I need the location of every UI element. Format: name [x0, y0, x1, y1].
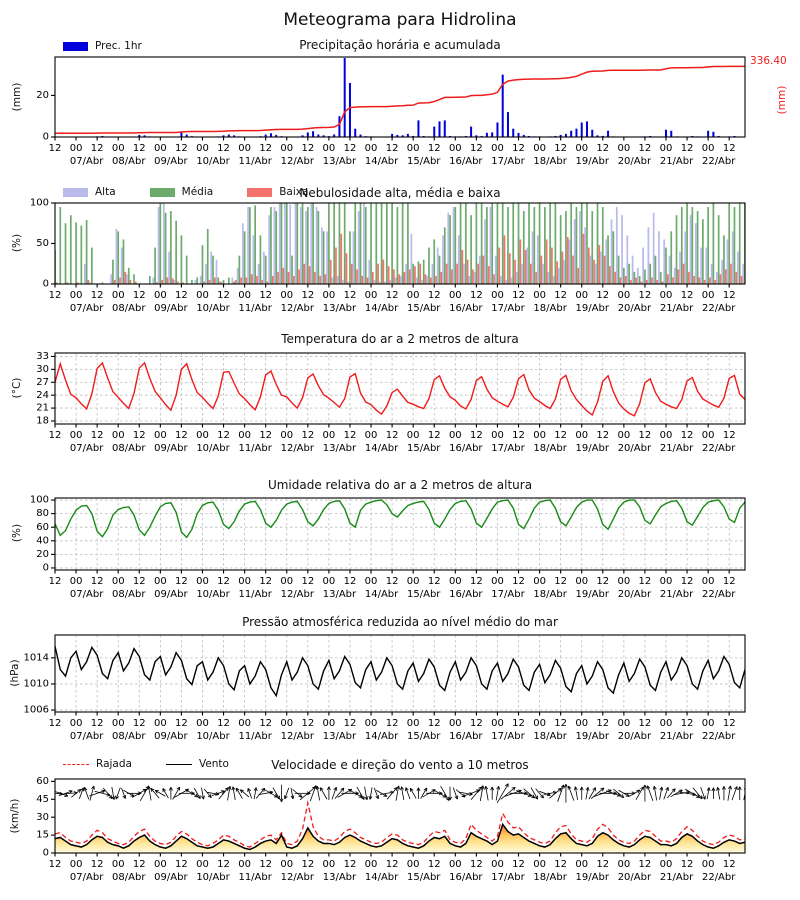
- wind-plot-canvas: [0, 774, 800, 896]
- temperature-title: Temperatura do ar a 2 metros de altura: [281, 332, 519, 346]
- temperature-plot-canvas: [0, 348, 800, 460]
- pressure-title: Pressão atmosférica reduzida ao nível mé…: [242, 615, 558, 629]
- prec-1hr-label: Prec. 1hr: [95, 40, 142, 52]
- rajada-line-sample: [63, 763, 89, 765]
- cloudiness-title: Nebulosidade alta, média e baixa: [299, 186, 501, 200]
- wind-legend: Rajada Vento: [63, 758, 255, 770]
- legend-item-prec1hr: Prec. 1hr: [63, 40, 142, 52]
- cloudiness-legend: Alta Média Baixa: [63, 186, 334, 198]
- precipitation-title: Precipitação horária e acumulada: [299, 38, 501, 52]
- pressure-plot-canvas: [0, 630, 800, 746]
- precipitation-legend: Prec. 1hr: [63, 40, 168, 52]
- legend-item-vento: Vento: [165, 758, 229, 770]
- humidity-plot-canvas: [0, 493, 800, 606]
- media-swatch: [149, 187, 175, 197]
- wind-title: Velocidade e direção do vento a 10 metro…: [271, 758, 529, 772]
- media-label: Média: [181, 186, 214, 198]
- precipitation-plot-canvas: [0, 52, 800, 170]
- prec-1hr-swatch: [63, 41, 88, 51]
- page-title: Meteograma para Hidrolina: [283, 10, 517, 30]
- legend-item-media: Média: [149, 186, 214, 198]
- alta-swatch: [63, 187, 88, 197]
- rajada-label: Rajada: [96, 758, 132, 770]
- alta-label: Alta: [95, 186, 116, 198]
- baixa-label: Baixa: [279, 186, 309, 198]
- legend-item-alta: Alta: [63, 186, 116, 198]
- baixa-swatch: [247, 187, 273, 197]
- vento-label: Vento: [198, 758, 229, 770]
- vento-line-sample: [165, 763, 192, 765]
- legend-item-rajada: Rajada: [63, 758, 132, 770]
- cloudiness-plot-canvas: [0, 198, 800, 314]
- humidity-title: Umidade relativa do ar a 2 metros de alt…: [267, 478, 533, 492]
- legend-item-baixa: Baixa: [247, 186, 308, 198]
